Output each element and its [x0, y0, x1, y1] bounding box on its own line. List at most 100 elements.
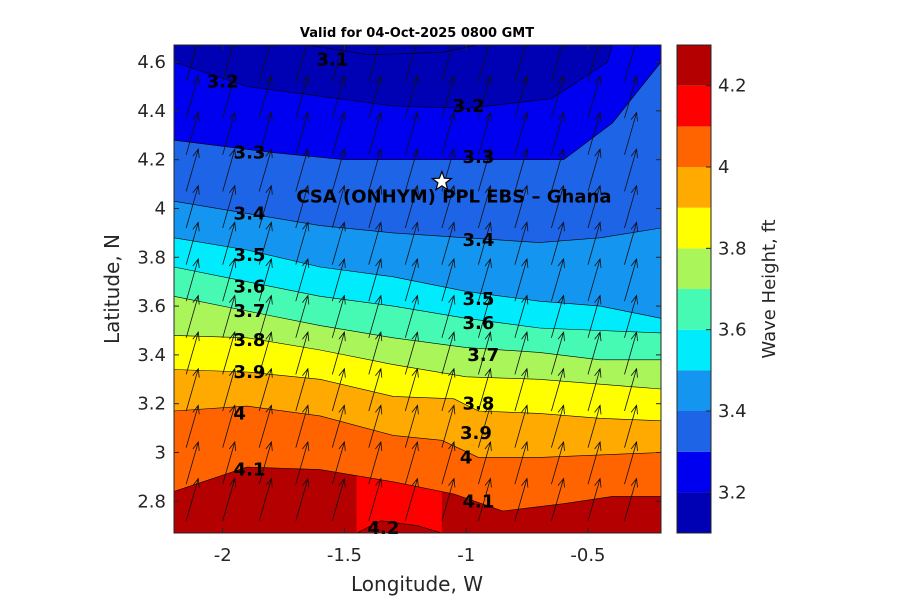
- wind-arrow: [624, 184, 638, 229]
- wind-arrow: [624, 257, 638, 302]
- wind-arrow: [258, 184, 273, 229]
- wind-arrow: [185, 257, 200, 302]
- x-tick-label: -2: [214, 545, 232, 566]
- wind-arrow: [331, 111, 346, 155]
- wind-arrow: [331, 184, 346, 229]
- wind-arrow: [258, 221, 273, 265]
- wind-arrow: [368, 221, 383, 265]
- colorbar-tick-label: 3.8: [718, 238, 747, 259]
- contour-label: 3.7: [467, 345, 499, 366]
- wind-arrow: [587, 331, 602, 375]
- contour-line-4.1: [174, 466, 661, 512]
- wind-arrow: [551, 148, 565, 192]
- contour-label: 3.6: [234, 277, 266, 298]
- contour-label: 4: [460, 447, 473, 468]
- wind-arrow: [368, 148, 383, 192]
- wind-arrow: [514, 404, 529, 448]
- wind-arrow: [331, 257, 346, 302]
- contour-lines: [174, 45, 661, 533]
- wind-arrow: [404, 257, 419, 302]
- wind-arrow: [331, 294, 346, 338]
- contour-line-3.7: [174, 296, 661, 361]
- contour-label: 3.3: [462, 147, 494, 168]
- wind-arrow: [514, 111, 529, 155]
- wind-arrow: [258, 440, 273, 485]
- wind-arrow: [185, 440, 200, 485]
- wind-arrow: [258, 294, 273, 338]
- wind-arrow: [551, 331, 565, 375]
- colorbar: 3.2 3.4 3.6 3.8 4 4.2: [676, 44, 747, 534]
- wind-arrow: [551, 257, 565, 302]
- wind-arrow: [331, 148, 346, 192]
- wind-arrow: [404, 294, 419, 338]
- wind-arrow: [222, 148, 237, 192]
- wind-arrow: [441, 184, 456, 229]
- wind-arrow: [587, 404, 602, 448]
- wind-arrow: [222, 440, 237, 485]
- wind-arrow: [551, 367, 565, 412]
- wind-arrow: [514, 331, 529, 375]
- wind-arrow: [404, 148, 419, 192]
- plot-area: 3.1 3.2 3.2 3.3 3.3 3.4 3.4 3.5 3.5 3.6 3.6 3.7 3.7 3…: [173, 44, 662, 539]
- colorbar-segment: [677, 329, 711, 371]
- wind-arrow: [295, 440, 310, 485]
- wind-arrow: [587, 148, 602, 192]
- wind-arrow: [478, 440, 492, 485]
- wind-arrow: [222, 184, 237, 229]
- x-axis-label: Longitude, W: [351, 572, 483, 596]
- wind-arrow: [222, 404, 237, 448]
- wind-arrow: [404, 440, 419, 485]
- wind-arrow: [368, 294, 383, 338]
- wind-arrow: [404, 477, 419, 521]
- y-tick-label: 4.4: [137, 101, 166, 122]
- contour-label: 4.1: [462, 491, 494, 512]
- wind-arrow: [551, 221, 565, 265]
- wind-arrow: [331, 477, 346, 521]
- wind-arrow: [404, 74, 419, 119]
- y-tick-label: 3: [155, 442, 166, 463]
- wind-arrow: [258, 477, 273, 521]
- colorbar-segment: [677, 370, 711, 411]
- wind-arrow: [587, 367, 602, 412]
- wind-arrow: [258, 257, 273, 302]
- y-tick-label: 3.6: [137, 296, 166, 317]
- colorbar-tick-label: 3.2: [718, 482, 747, 503]
- wind-arrow: [441, 477, 456, 521]
- wind-arrow: [478, 184, 492, 229]
- x-tick-label: -1.5: [327, 545, 362, 566]
- wind-arrow: [222, 477, 237, 521]
- wind-arrow: [295, 404, 310, 448]
- wind-arrow: [222, 331, 237, 375]
- wind-arrow: [514, 367, 529, 412]
- wind-arrows: [185, 45, 638, 521]
- contour-label: 3.7: [234, 301, 266, 322]
- wind-arrow: [404, 331, 419, 375]
- wind-arrow: [331, 74, 346, 119]
- wind-arrow: [587, 221, 602, 265]
- wind-arrow: [441, 221, 456, 265]
- y-axis-label: Latitude, N: [100, 234, 124, 344]
- wind-arrow: [295, 331, 310, 375]
- wind-arrow: [587, 257, 602, 302]
- wind-arrow: [587, 74, 602, 119]
- wind-arrow: [478, 148, 492, 192]
- wind-arrow: [514, 74, 529, 119]
- y-axis: 2.8 3 3.2 3.4 3.6 3.8 4 4.2 4.4 4.6: [137, 52, 661, 512]
- contour-line-3.9: [174, 369, 661, 422]
- wind-arrow: [514, 148, 529, 192]
- wind-arrow: [404, 404, 419, 448]
- wind-arrow: [551, 477, 565, 521]
- wind-arrow: [624, 74, 638, 119]
- wind-arrow: [368, 257, 383, 302]
- wind-arrow: [478, 367, 492, 412]
- wind-arrow: [404, 221, 419, 265]
- wind-arrow: [551, 111, 565, 155]
- wind-arrow: [295, 367, 310, 412]
- wind-arrow: [222, 111, 237, 155]
- wind-arrow: [331, 331, 346, 375]
- colorbar-tick-label: 4.2: [718, 76, 747, 97]
- x-axis: -2 -1.5 -1 -0.5: [214, 45, 606, 566]
- wind-arrow: [258, 404, 273, 448]
- wind-arrow: [551, 184, 565, 229]
- wind-arrow: [295, 221, 310, 265]
